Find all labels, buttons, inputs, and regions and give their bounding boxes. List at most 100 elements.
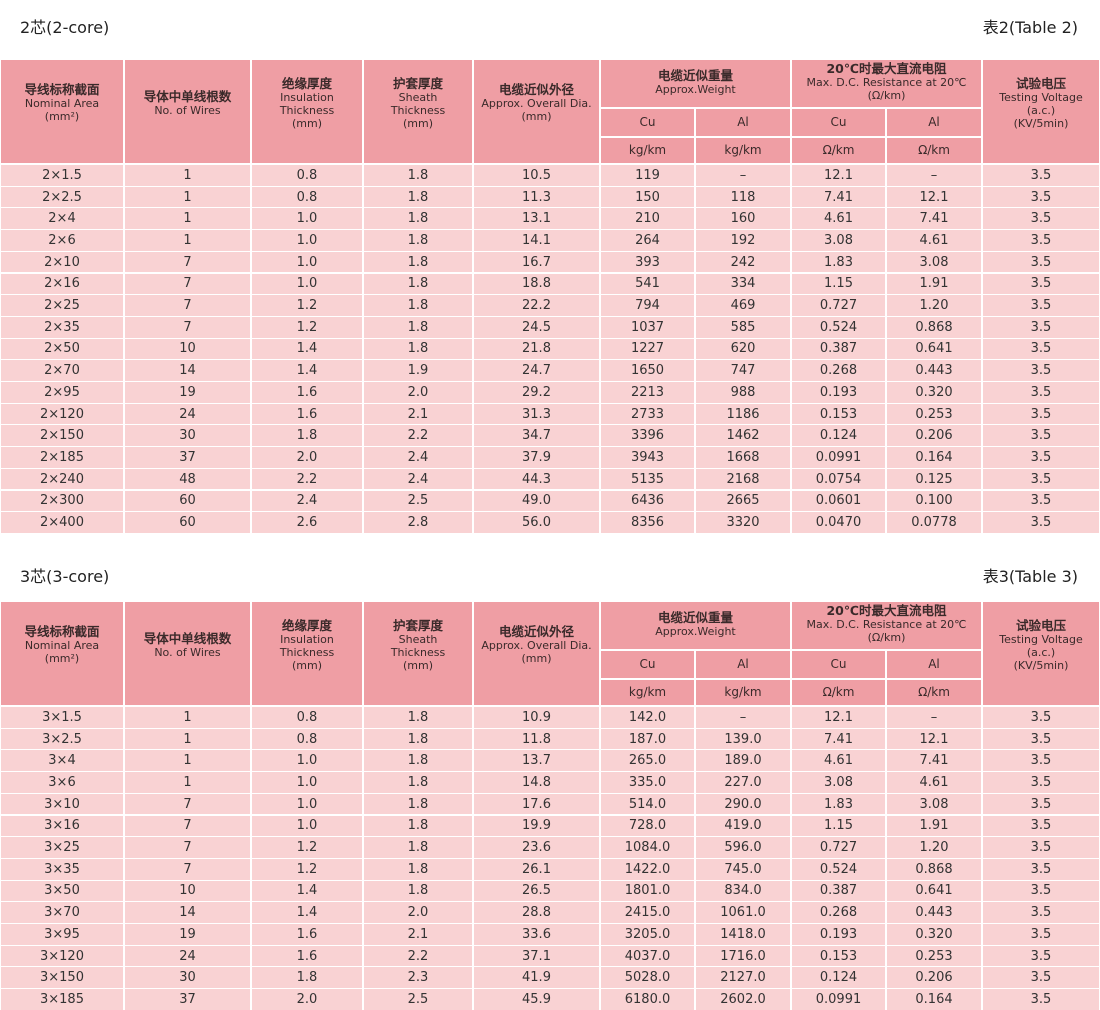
table-cell: 0.124 <box>792 967 885 989</box>
table-cell: – <box>887 707 981 728</box>
table-cell: 118 <box>696 186 790 208</box>
header-text: 电缆近似重量 <box>657 67 733 83</box>
table-cell: 1.0 <box>252 750 362 772</box>
table-cell: 1 <box>125 165 250 186</box>
header-cell: 导线标称截面 Nominal Area (mm²) <box>1 60 123 163</box>
table-cell: 3.5 <box>983 273 1099 295</box>
table-cell: 23.6 <box>474 837 599 858</box>
table-cell: 0.153 <box>792 945 885 967</box>
table-cell: 24.5 <box>474 316 599 338</box>
table-cell: 10 <box>125 880 250 902</box>
table-cell: 31.3 <box>474 403 599 425</box>
header-text: 20℃时最大直流电阻 <box>826 603 947 618</box>
table-cell: 1.6 <box>252 924 362 945</box>
table-cell: 1.2 <box>252 316 362 338</box>
table-cell: 0.100 <box>887 490 981 512</box>
header-text: Thickness <box>390 645 446 659</box>
table-cell: 3.5 <box>983 858 1099 880</box>
table-cell: 16.7 <box>474 251 599 273</box>
table-cell: 37.1 <box>474 945 599 967</box>
header-text: (mm²) <box>44 652 80 665</box>
table-cell: 2×240 <box>1 468 123 490</box>
table-cell: 1.8 <box>364 208 472 230</box>
header-text: Sheath <box>398 632 438 646</box>
header-cell: 试验电压 Testing Voltage (a.c.) (KV/5min) <box>983 60 1099 163</box>
table-cell: 3×150 <box>1 967 123 989</box>
header-text: (Ω/km) <box>867 631 906 644</box>
table-cell: 1.8 <box>364 186 472 208</box>
table-cell: 2.8 <box>364 512 472 533</box>
table-cell: 0.443 <box>887 902 981 923</box>
table-cell: 19 <box>125 382 250 403</box>
table-cell: 45.9 <box>474 989 599 1010</box>
table-cell: 1.8 <box>364 750 472 772</box>
table-cell: 3.5 <box>983 967 1099 989</box>
table-cell: 3.5 <box>983 208 1099 230</box>
header-text: Thickness <box>279 103 335 117</box>
table-cell: 7 <box>125 295 250 316</box>
table-cell: 4.61 <box>887 772 981 793</box>
table-cell: 1061.0 <box>696 902 790 923</box>
sub-header: Al <box>696 651 790 678</box>
table-cell: 2.0 <box>252 447 362 468</box>
table-cell: 0.153 <box>792 403 885 425</box>
table-cell: 192 <box>696 230 790 251</box>
table-cell: 26.1 <box>474 858 599 880</box>
header-text: (mm) <box>291 116 322 130</box>
table-cell: 2×1.5 <box>1 165 123 186</box>
table-cell: 3396 <box>601 425 694 447</box>
header-cell: 护套厚度 Sheath Thickness (mm) <box>364 60 472 163</box>
table-cell: 19.9 <box>474 815 599 837</box>
table-cell: 60 <box>125 490 250 512</box>
sub-header: Cu <box>601 109 694 136</box>
table-cell: 1.8 <box>364 165 472 186</box>
table-cell: 24 <box>125 945 250 967</box>
table-cell: 2665 <box>696 490 790 512</box>
header-text: 电缆近似重量 <box>657 609 733 625</box>
table-cell: 3×120 <box>1 945 123 967</box>
table-cell: 3.5 <box>983 772 1099 793</box>
table-cell: 1.4 <box>252 360 362 381</box>
table-cell: 0.206 <box>887 967 981 989</box>
header-text: 电缆近似外径 <box>498 624 574 639</box>
table-cell: 3.5 <box>983 902 1099 923</box>
table-cell: 3×95 <box>1 924 123 945</box>
table-cell: 1.8 <box>364 728 472 750</box>
header-text: (KV/5min) <box>1013 116 1069 130</box>
table-cell: 620 <box>696 338 790 360</box>
table-cell: 0.253 <box>887 945 981 967</box>
table-cell: 1.8 <box>364 815 472 837</box>
table-cell: 1.91 <box>887 273 981 295</box>
header-text: (Ω/km) <box>867 89 906 102</box>
table-cell: 142.0 <box>601 707 694 728</box>
header-text: 导线标称截面 <box>24 624 100 639</box>
header-text: 护套厚度 <box>392 617 443 633</box>
header-text: Approx.Weight <box>655 82 736 96</box>
table-label: 表3(Table 3) <box>982 567 1078 586</box>
header-text: Max. D.C. Resistance at 20℃ <box>806 618 967 631</box>
table-cell: 3×10 <box>1 793 123 815</box>
table-cell: 794 <box>601 295 694 316</box>
table-cell: 0.868 <box>887 858 981 880</box>
table-cell: 3.5 <box>983 316 1099 338</box>
table-cell: 0.320 <box>887 924 981 945</box>
table-cell: 1650 <box>601 360 694 381</box>
table-cell: 1.8 <box>364 338 472 360</box>
table-cell: 10 <box>125 338 250 360</box>
table-cell: 0.124 <box>792 425 885 447</box>
table-cell: 14.8 <box>474 772 599 793</box>
table-cell: 10.5 <box>474 165 599 186</box>
table-cell: 0.727 <box>792 295 885 316</box>
table-cell: 0.0470 <box>792 512 885 533</box>
header-cell: 电缆近似外径 Approx. Overall Dia. (mm) <box>474 60 599 163</box>
header-text: Insulation <box>280 632 334 646</box>
sub-header: Al <box>887 109 981 136</box>
header-text: (a.c.) <box>1026 103 1056 117</box>
unit-header: kg/km <box>696 138 790 163</box>
header-text: Thickness <box>390 103 446 117</box>
unit-header: kg/km <box>696 680 790 705</box>
header-text: (mm) <box>291 658 322 672</box>
table-cell: 3.08 <box>887 251 981 273</box>
table-cell: 26.5 <box>474 880 599 902</box>
table-cell: 2.0 <box>364 382 472 403</box>
